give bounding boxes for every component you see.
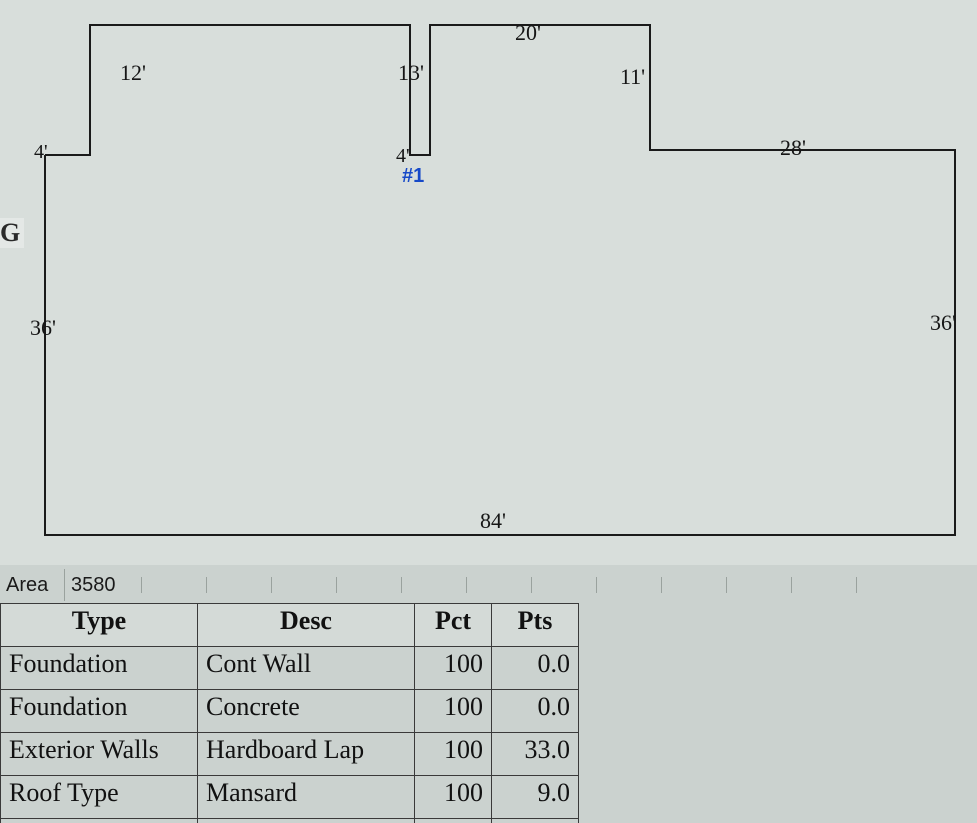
table-header-row: Type Desc Pct Pts [1,604,579,647]
dim-84: 84' [480,508,506,533]
col-type-header: Type [1,604,198,647]
cell-type: Foundation [1,647,198,690]
region-1-label: #1 [402,165,424,187]
cell-pts: 3.0 [492,819,579,823]
dim-36l: 36' [30,315,56,340]
dim-28: 28' [780,135,806,160]
details-panel: Area 3580 Type Desc Pct Pts Foundation C… [0,565,977,823]
table-row: Exterior Walls Hardboard Lap 100 33.0 [1,733,579,776]
dim-13: 13' [398,60,424,85]
grid-tick [531,577,596,593]
area-value: 3580 [64,569,141,601]
floorplan-diagram: 12' 13' 20' 11' 4' 4' 28' 36' 36' 84' #1 [0,0,977,560]
table-row: Roof Type Mansard 100 9.0 [1,776,579,819]
grid-tick [791,577,856,593]
cell-pts: 0.0 [492,647,579,690]
cell-pct: 100 [415,647,492,690]
table-row-cutoff: 100 3.0 [1,819,579,823]
dim-20: 20' [515,20,541,45]
dim-36r: 36' [930,310,956,335]
grid-tick [336,577,401,593]
dim-4b: 4' [396,145,410,167]
grid-tick [206,577,271,593]
properties-table: Type Desc Pct Pts Foundation Cont Wall 1… [0,603,579,819]
cutoff-row-wrap: 100 3.0 [0,819,977,823]
grid-tick [141,577,206,593]
grid-tick [401,577,466,593]
grid-tick [661,577,726,593]
cell-type [1,819,198,823]
cell-pts: 33.0 [492,733,579,776]
grid-tick [271,577,336,593]
cell-desc: Mansard [198,776,415,819]
grid-tick [726,577,791,593]
cell-desc: Concrete [198,690,415,733]
cell-desc: Hardboard Lap [198,733,415,776]
cell-pct: 100 [415,690,492,733]
area-row: Area 3580 [0,569,977,601]
col-pct-header: Pct [415,604,492,647]
cell-pts: 0.0 [492,690,579,733]
cell-desc: Cont Wall [198,647,415,690]
cell-type: Exterior Walls [1,733,198,776]
cell-pct: 100 [415,733,492,776]
col-pts-header: Pts [492,604,579,647]
table-row: Foundation Concrete 100 0.0 [1,690,579,733]
cell-desc [198,819,415,823]
grid-tick [466,577,531,593]
dim-11: 11' [620,64,645,89]
cell-type: Foundation [1,690,198,733]
cell-pts: 9.0 [492,776,579,819]
grid-tick [856,577,921,593]
cell-pct: 100 [415,776,492,819]
table-row: Foundation Cont Wall 100 0.0 [1,647,579,690]
dim-12: 12' [120,60,146,85]
dim-4a: 4' [34,141,48,163]
cell-type: Roof Type [1,776,198,819]
grid-tick [596,577,661,593]
area-label: Area [0,569,64,601]
cell-pct: 100 [415,819,492,823]
building-outline [45,25,955,535]
col-desc-header: Desc [198,604,415,647]
